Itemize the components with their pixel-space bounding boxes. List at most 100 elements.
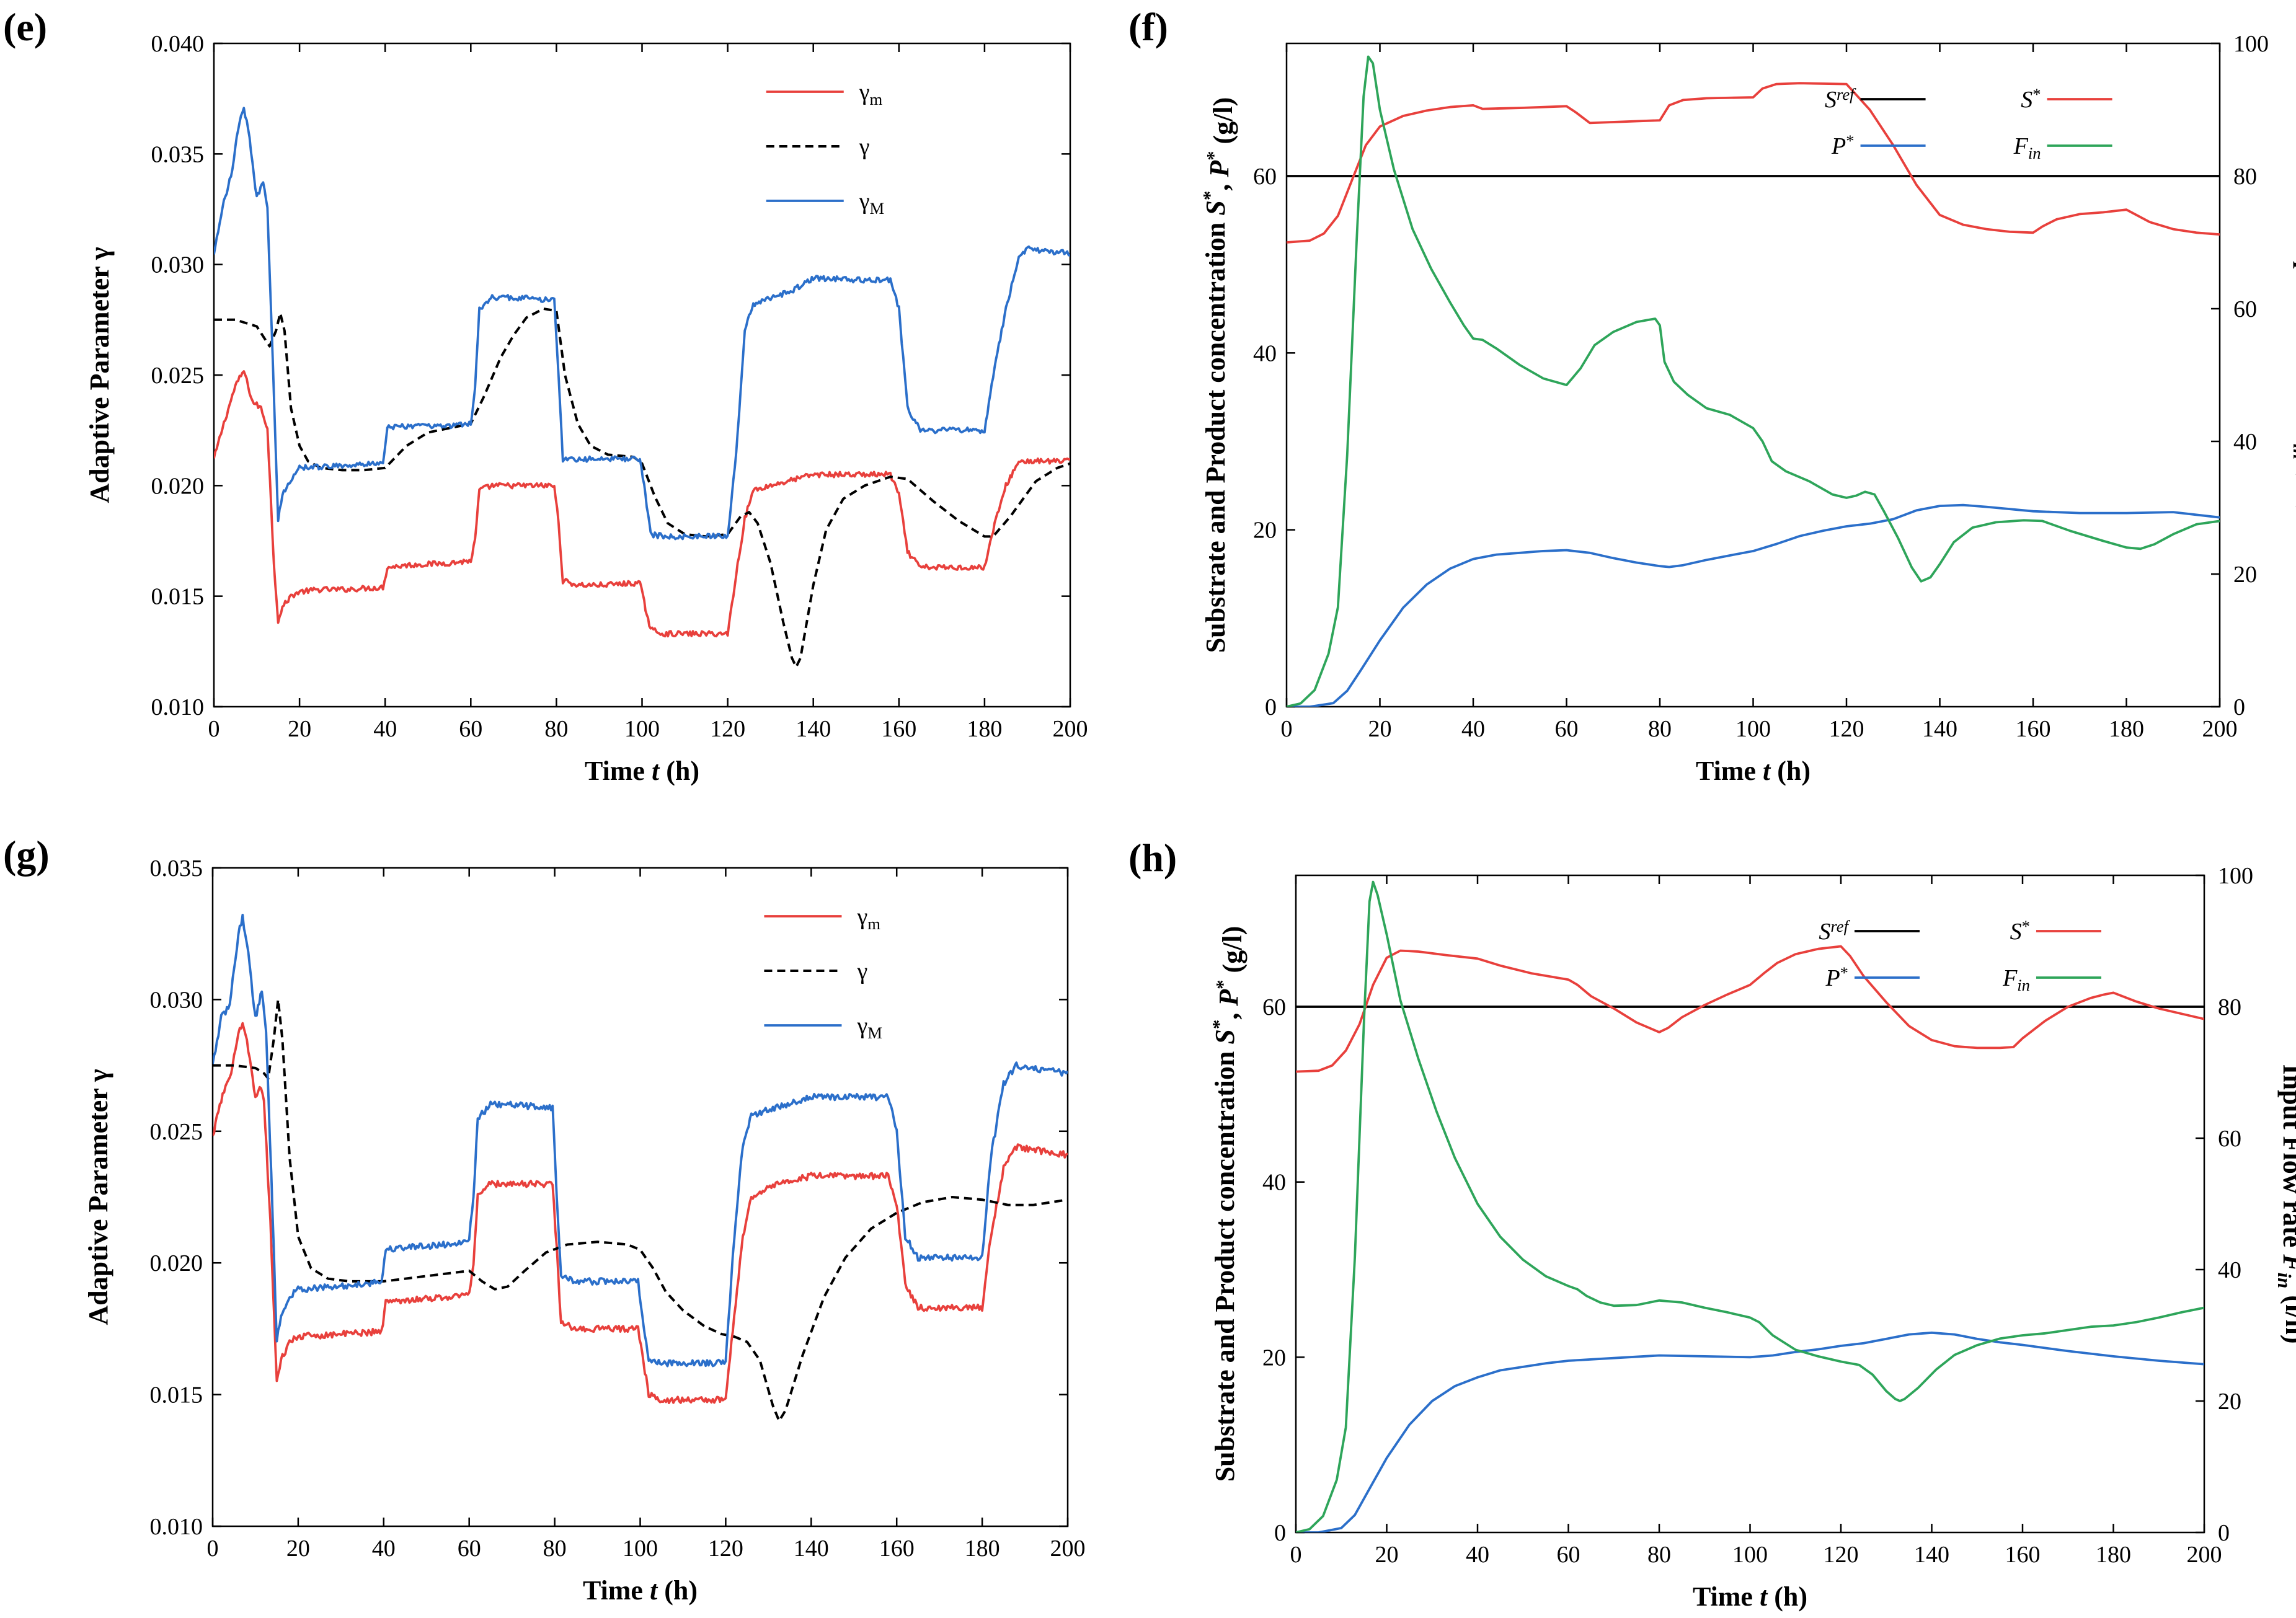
x-tick-label: 20 [286, 1536, 310, 1562]
y-tick-label: 0.030 [150, 987, 203, 1013]
y-tick-label: 60 [1262, 994, 1286, 1020]
y2-tick-label: 40 [2233, 429, 2257, 455]
x-tick-label: 40 [1466, 1542, 1489, 1568]
y2-tick-label: 0 [2233, 694, 2245, 720]
x-tick-label: 200 [1050, 1536, 1086, 1562]
x-tick-label: 120 [1829, 716, 1864, 742]
x-tick-label: 60 [458, 1536, 481, 1562]
y-tick-label: 0 [1274, 1520, 1286, 1546]
series-line-γm [213, 1022, 1068, 1404]
plot-frame [1295, 874, 2205, 1534]
y2-tick-label: 20 [2218, 1389, 2241, 1415]
y2-tick-label: 80 [2218, 994, 2241, 1020]
panel-g: (g) 0 20 40 60 80 100 120 140 160 180 200 Time t (h)… [3, 833, 1086, 1606]
x-axis-label: Time t (h) [585, 756, 699, 786]
x-tick-label: 80 [1648, 716, 1672, 742]
series-line-P* [1296, 1331, 2204, 1532]
y-axis-label: Adaptive Parameter γ [83, 1069, 113, 1325]
x-tick-label: 20 [1368, 716, 1392, 742]
x-tick-label: 0 [1281, 716, 1293, 742]
legend-label: γM [856, 1013, 882, 1042]
x-tick-label: 180 [965, 1536, 1000, 1562]
panel-label: (h) [1128, 836, 1177, 880]
x-tick-label: 0 [208, 716, 220, 742]
y-tick-label: 0.015 [150, 1382, 203, 1408]
x-tick-label: 60 [1557, 1542, 1580, 1568]
y2-axis-label: Input Flow rate Fin (l/h) [2274, 1064, 2296, 1343]
x-tick-label: 160 [879, 1536, 915, 1562]
series-line-γM [214, 107, 1070, 541]
x-tick-label: 200 [2202, 716, 2238, 742]
series-line-S* [1296, 945, 2204, 1073]
series-line-S* [1287, 82, 2220, 244]
x-tick-label: 0 [207, 1536, 219, 1562]
y-tick-label: 0.035 [150, 855, 203, 882]
x-tick-label: 40 [373, 716, 397, 742]
legend-label: Sref [1819, 917, 1850, 945]
y2-tick-label: 40 [2218, 1257, 2241, 1283]
x-tick-label: 20 [288, 716, 311, 742]
x-tick-label: 140 [1922, 716, 1957, 742]
series-line-γ [214, 307, 1070, 668]
y-tick-label: 0.040 [151, 31, 205, 57]
legend-label: γ [859, 134, 870, 160]
panel-label: (e) [3, 5, 47, 49]
x-tick-label: 100 [1735, 716, 1771, 742]
y-tick-label: 0.025 [151, 363, 205, 389]
panel-label: (g) [3, 833, 50, 877]
x-tick-label: 40 [1461, 716, 1485, 742]
legend-label: γm [856, 904, 880, 933]
legend-label: γM [859, 188, 884, 218]
x-tick-label: 80 [543, 1536, 567, 1562]
y2-tick-label: 60 [2233, 296, 2257, 322]
legend-label: P* [1825, 963, 1848, 991]
x-tick-label: 140 [794, 1536, 829, 1562]
y-tick-label: 20 [1253, 518, 1277, 544]
plot-frame [211, 867, 1069, 1527]
legend-label: γ [856, 958, 867, 984]
x-tick-label: 180 [2096, 1542, 2131, 1568]
y2-axis-label: Input Flow rate Fin (l/h) [2289, 235, 2296, 515]
y-tick-label: 60 [1253, 164, 1277, 190]
x-tick-label: 20 [1375, 1542, 1399, 1568]
y-tick-label: 0 [1265, 694, 1277, 720]
x-axis-label: Time t (h) [583, 1575, 698, 1606]
x-tick-label: 120 [708, 1536, 743, 1562]
y2-tick-label: 100 [2233, 31, 2269, 57]
y2-tick-label: 80 [2233, 164, 2257, 190]
panel-label: (f) [1128, 5, 1168, 49]
legend-label: S* [2021, 85, 2041, 113]
x-tick-label: 160 [881, 716, 916, 742]
series-line-γm [214, 370, 1070, 638]
y-tick-label: 0.015 [151, 584, 205, 610]
y-tick-label: 0.025 [150, 1119, 203, 1145]
x-tick-label: 120 [1824, 1542, 1859, 1568]
x-tick-label: 60 [1555, 716, 1579, 742]
y-axis-label: Substrate and Product concentration S*, … [1199, 97, 1238, 653]
series-line-Fin [1287, 55, 2220, 707]
legend-label: Fin [2013, 133, 2041, 162]
x-axis-label: Time t (h) [1693, 1581, 1807, 1612]
y-tick-label: 0.035 [151, 141, 205, 167]
y2-tick-label: 100 [2218, 863, 2253, 889]
legend-label: Sref [1825, 85, 1856, 113]
series-line-P* [1287, 503, 2220, 707]
x-tick-label: 140 [796, 716, 831, 742]
x-tick-label: 80 [544, 716, 568, 742]
legend-label: Fin [2002, 965, 2030, 994]
x-tick-label: 40 [372, 1536, 396, 1562]
x-axis-label: Time t (h) [1696, 756, 1811, 786]
y-tick-label: 0.020 [151, 473, 205, 499]
x-tick-label: 180 [2109, 716, 2144, 742]
series-line-Fin [1296, 880, 2204, 1532]
x-tick-label: 100 [1732, 1542, 1768, 1568]
plot-frame [213, 42, 1071, 708]
y2-tick-label: 60 [2218, 1126, 2241, 1152]
y-tick-label: 0.020 [150, 1250, 203, 1276]
series-line-γM [213, 914, 1068, 1368]
y-tick-label: 0.030 [151, 252, 205, 278]
panel-e: (e) 0 20 40 60 80 100 120 140 160 180 200 Time t (h)… [3, 5, 1088, 786]
